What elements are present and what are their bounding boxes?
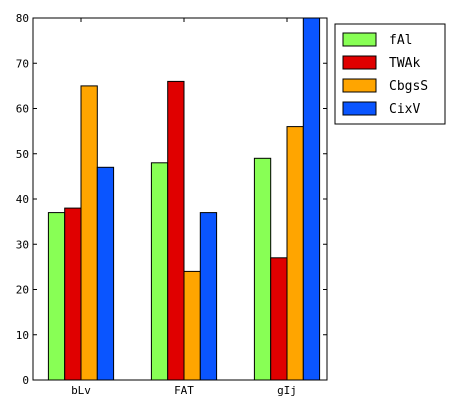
x-tick-label-gIj: gIj — [277, 384, 297, 397]
legend-swatch-TWAk — [342, 55, 377, 70]
y-tick-label-70: 70 — [16, 57, 29, 70]
legend-label-CbgsS: CbgsS — [389, 79, 428, 94]
bar-CixV-bLv — [96, 166, 115, 381]
bar-CbgsS-gIj — [286, 126, 304, 381]
legend: fAl TWAk CbgsS CixV — [334, 23, 446, 125]
legend-swatch-fAl — [342, 32, 377, 47]
x-axis: bLv FAT gIj — [71, 18, 297, 397]
y-axis: 0 10 20 30 40 50 60 70 80 — [16, 12, 327, 387]
legend-label-fAl: fAl — [389, 33, 412, 48]
y-tick-label-10: 10 — [16, 329, 29, 342]
y-tick-label-30: 30 — [16, 238, 29, 251]
legend-label-CixV: CixV — [389, 102, 420, 117]
bar-CixV-FAT — [199, 212, 218, 381]
y-tick-label-20: 20 — [16, 284, 29, 297]
bar-fAl-gIj — [253, 157, 272, 381]
x-tick-label-bLv: bLv — [71, 384, 91, 397]
y-tick-label-40: 40 — [16, 193, 29, 206]
bars-group — [47, 17, 321, 381]
legend-swatch-CixV — [342, 101, 377, 116]
bar-TWAk-bLv — [64, 207, 82, 381]
bar-CixV-gIj — [302, 17, 321, 381]
bar-TWAk-gIj — [270, 257, 288, 381]
legend-label-TWAk: TWAk — [389, 56, 420, 71]
bar-fAl-FAT — [150, 162, 169, 381]
legend-swatch-CbgsS — [342, 78, 377, 93]
x-tick-label-FAT: FAT — [174, 384, 194, 397]
y-tick-label-50: 50 — [16, 148, 29, 161]
y-tick-label-80: 80 — [16, 12, 29, 25]
bar-fAl-bLv — [47, 212, 66, 381]
bar-CbgsS-FAT — [183, 270, 201, 381]
bar-CbgsS-bLv — [80, 85, 98, 381]
y-tick-label-0: 0 — [22, 374, 29, 387]
y-tick-label-60: 60 — [16, 103, 29, 116]
bar-TWAk-FAT — [167, 80, 185, 381]
